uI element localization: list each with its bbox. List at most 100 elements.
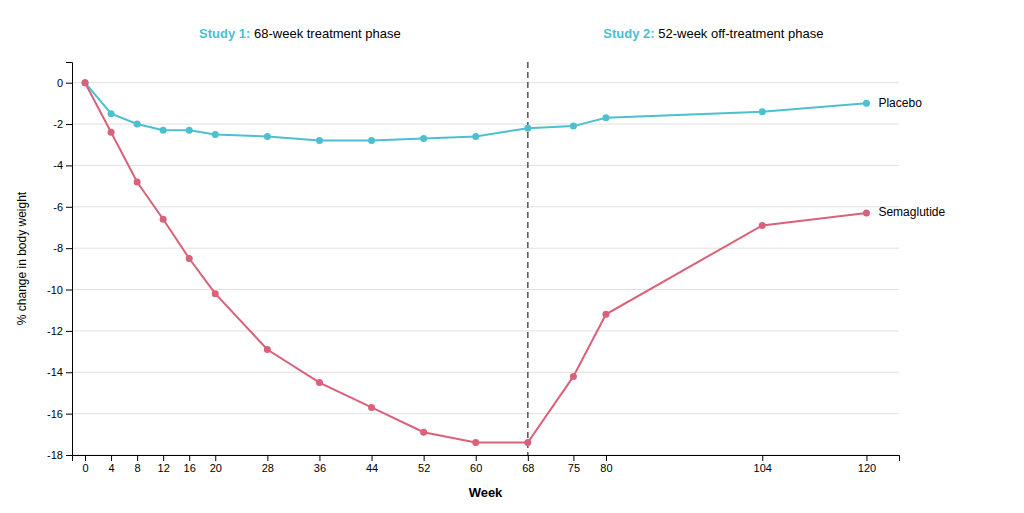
tick: -18 (47, 449, 72, 461)
point (472, 133, 479, 140)
tick-mark (606, 455, 607, 461)
tick-mark (163, 455, 164, 461)
plot-area: 04812162028364452606875801041200-2-4-6-8… (15, 26, 945, 500)
tick-mark (215, 455, 216, 461)
point (602, 311, 609, 318)
tick: 80 (600, 455, 612, 474)
tick-mark (372, 455, 373, 461)
tick-mark (866, 455, 867, 461)
tick-label: 0 (82, 462, 88, 474)
y-axis-title: % change in body weight (15, 191, 29, 325)
tick: -10 (47, 284, 72, 296)
tick: -16 (47, 408, 72, 420)
tick-label: 68 (522, 462, 534, 474)
tick-mark (66, 372, 72, 373)
tick: 0 (57, 77, 72, 89)
tick-mark (528, 455, 529, 461)
chart: 04812162028364452606875801041200-2-4-6-8… (0, 0, 1024, 513)
grid-line (72, 82, 899, 83)
tick-label: 75 (568, 462, 580, 474)
tick: 120 (858, 455, 876, 474)
tick: 16 (184, 455, 196, 474)
heading-part: Study 1: (199, 26, 250, 41)
point (316, 137, 323, 144)
tick: 28 (262, 455, 274, 474)
grid-line (72, 165, 899, 166)
point (570, 123, 577, 130)
tick: -4 (53, 159, 72, 171)
tick-mark (319, 455, 320, 461)
tick-mark (66, 414, 72, 415)
tick-mark (762, 455, 763, 461)
tick: -14 (47, 366, 72, 378)
tick-label: 28 (262, 462, 274, 474)
heading: Study 1: 68-week treatment phase (199, 26, 401, 41)
tick-mark (66, 165, 72, 166)
tick: 60 (470, 455, 482, 474)
reference-line (527, 62, 529, 455)
point (759, 108, 766, 115)
x-axis-title: Week (469, 485, 503, 500)
tick-label: 60 (470, 462, 482, 474)
tick-label: -18 (47, 449, 63, 461)
tick-mark (476, 455, 477, 461)
point (570, 373, 577, 380)
tick: 8 (135, 455, 141, 474)
tick-mark (66, 331, 72, 332)
tick: 44 (366, 455, 378, 474)
point (186, 127, 193, 134)
tick-label: 52 (418, 462, 430, 474)
axis-line (66, 63, 73, 456)
tick-mark (85, 455, 86, 461)
tick-label: 44 (366, 462, 378, 474)
tick-label: 16 (184, 462, 196, 474)
point (420, 135, 427, 142)
tick-label: -10 (47, 284, 63, 296)
grid (72, 83, 899, 455)
grid-line (72, 413, 899, 414)
tick: 0 (82, 455, 88, 474)
tick-label: 8 (135, 462, 141, 474)
point (368, 404, 375, 411)
tick-label: 80 (600, 462, 612, 474)
point (316, 379, 323, 386)
tick: 68 (522, 455, 534, 474)
grid-line (72, 206, 899, 207)
x-axis: 0481216202836445260687580104120 (73, 455, 900, 474)
tick-label: 4 (109, 462, 115, 474)
point (134, 178, 141, 185)
tick-mark (137, 455, 138, 461)
tick: 52 (418, 455, 430, 474)
series-labels: PlaceboSemaglutide (878, 96, 945, 220)
tick-label: 20 (210, 462, 222, 474)
point (368, 137, 375, 144)
grid-line (72, 372, 899, 373)
tick-mark (424, 455, 425, 461)
tick-mark (111, 455, 112, 461)
tick-mark (66, 290, 72, 291)
point (524, 125, 531, 132)
series-line (85, 83, 866, 443)
grid-line (72, 330, 899, 331)
point (82, 79, 89, 86)
point (108, 129, 115, 136)
grid-line (72, 248, 899, 249)
point (524, 439, 531, 446)
point (212, 290, 219, 297)
tick-mark (573, 455, 574, 461)
tick-label: -4 (53, 159, 63, 171)
grid-line (72, 124, 899, 125)
tick: -8 (53, 242, 72, 254)
point (264, 346, 271, 353)
tick: 20 (210, 455, 222, 474)
tick-label: 12 (158, 462, 170, 474)
tick: -2 (53, 118, 72, 130)
tick-label: -12 (47, 325, 63, 337)
tick-label: 36 (314, 462, 326, 474)
tick: 36 (314, 455, 326, 474)
point (264, 133, 271, 140)
y-axis: 0-2-4-6-8-10-12-14-16-18 (47, 63, 72, 462)
point (212, 131, 219, 138)
grid-line (72, 289, 899, 290)
heading-part: Study 2: (603, 26, 654, 41)
